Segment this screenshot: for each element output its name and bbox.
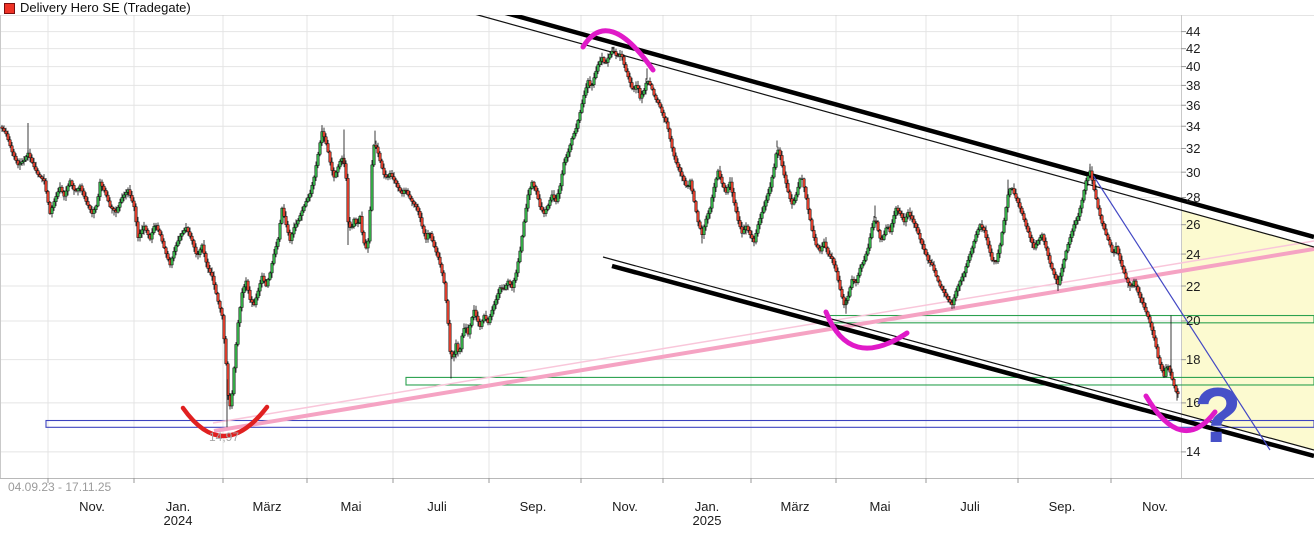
yellow-projection-zone: [1181, 210, 1314, 450]
x-axis-label: Jan.: [694, 499, 720, 514]
instrument-color-swatch: [4, 3, 15, 14]
y-axis-label: 34: [1186, 118, 1201, 134]
y-axis-label: 20: [1186, 313, 1201, 329]
date-range-label: 04.09.23 - 17.11.25: [8, 480, 112, 494]
y-axis-label: 22: [1186, 278, 1201, 294]
y-axis-label: 26: [1186, 217, 1201, 233]
y-axis-label: 44: [1186, 24, 1201, 40]
arc-annotations-layer: [180, 28, 1218, 439]
y-axis-label: 16: [1186, 395, 1201, 411]
x-axis-label: Sep.: [519, 499, 547, 514]
y-axis-label: 24: [1186, 246, 1201, 262]
candles-layer: [0, 46, 1180, 428]
x-axis-label: Juli: [427, 499, 447, 514]
x-axis-label: Mai: [340, 499, 362, 514]
y-axis-label: 40: [1186, 59, 1201, 75]
y-axis-label: 42: [1186, 41, 1201, 57]
y-axis-label: 38: [1186, 77, 1201, 93]
trendlines-layer: [212, 2, 1314, 459]
question-mark-annotation: ?: [1194, 371, 1242, 459]
x-axis-label: Mai: [869, 499, 891, 514]
y-axis-label: 28: [1186, 189, 1201, 205]
x-axis-label: Sep.: [1048, 499, 1076, 514]
title-bar: Delivery Hero SE (Tradegate): [0, 0, 1314, 15]
plot-border: [0, 14, 1314, 483]
x-axis-year-label: 2024: [163, 513, 193, 528]
y-axis-label: 32: [1186, 140, 1201, 156]
x-axis-label: Jan.: [165, 499, 191, 514]
x-axis-year-label: 2025: [692, 513, 722, 528]
x-axis-label: Nov.: [1142, 499, 1168, 514]
x-axis-label: Nov.: [79, 499, 105, 514]
y-axis-label: 30: [1186, 164, 1201, 180]
x-axis-label: März: [780, 499, 810, 514]
x-axis-label: Juli: [960, 499, 980, 514]
x-axis-label: Nov.: [612, 499, 638, 514]
y-axis-label: 36: [1186, 97, 1201, 113]
y-axis-label: 18: [1186, 352, 1201, 368]
y-axis-label: 14: [1186, 444, 1201, 460]
x-axis-label: März: [252, 499, 282, 514]
chart-title: Delivery Hero SE (Tradegate): [20, 0, 191, 15]
low-price-label: 14,97: [209, 430, 240, 444]
